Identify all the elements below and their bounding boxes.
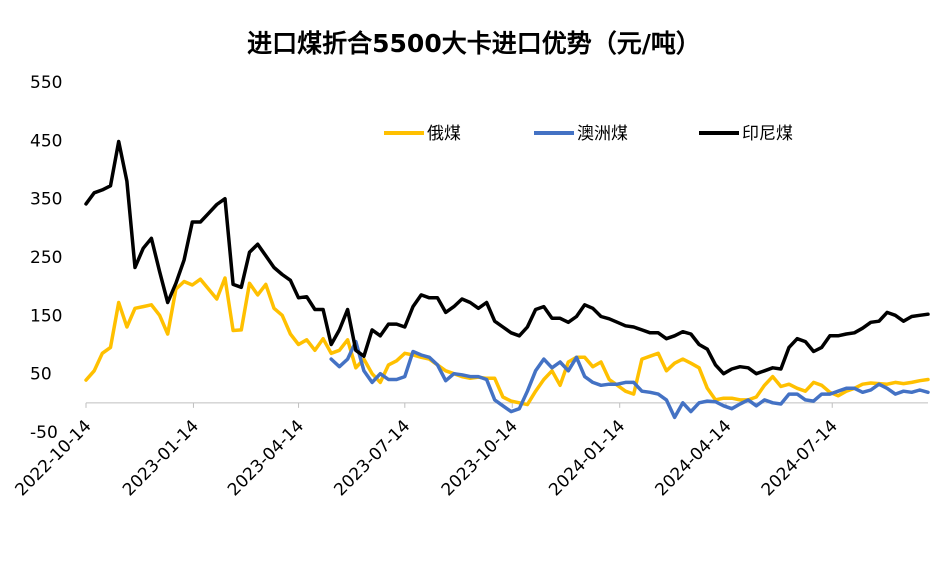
x-tick-label: 2024-04-14 xyxy=(652,416,736,500)
series-line-俄煤 xyxy=(84,276,930,407)
legend-label: 印尼煤 xyxy=(742,124,793,144)
y-tick-label: 350 xyxy=(30,190,62,210)
x-tick-label: 2024-07-14 xyxy=(758,416,842,500)
y-axis: 550 450 350 250 150 50 -50 xyxy=(30,73,62,443)
x-tick-label: 2023-01-14 xyxy=(119,416,203,500)
y-tick-label: 150 xyxy=(30,306,62,326)
y-tick-label: -50 xyxy=(30,423,58,443)
y-tick-label: 250 xyxy=(30,248,62,268)
y-tick-label: 450 xyxy=(30,131,62,151)
series-line-印尼煤 xyxy=(84,139,930,376)
series-line-澳洲煤 xyxy=(329,339,930,420)
legend-label: 俄煤 xyxy=(427,124,461,144)
x-tick-label: 2023-10-14 xyxy=(438,416,522,500)
plot-area xyxy=(84,139,930,420)
x-tick-label: 2023-04-14 xyxy=(224,416,308,500)
legend: 俄煤 澳洲煤 印尼煤 xyxy=(384,124,793,144)
chart-title: 进口煤折合5500大卡进口优势（元/吨） xyxy=(247,29,701,58)
x-tick-label: 2024-01-14 xyxy=(545,416,629,500)
legend-label: 澳洲煤 xyxy=(577,124,628,144)
y-tick-label: 550 xyxy=(30,73,62,93)
x-tick-label: 2023-07-14 xyxy=(330,416,414,500)
x-axis: 2022-10-14 2023-01-14 2023-04-14 2023-07-14… xyxy=(12,402,842,500)
y-tick-label: 50 xyxy=(30,365,52,385)
